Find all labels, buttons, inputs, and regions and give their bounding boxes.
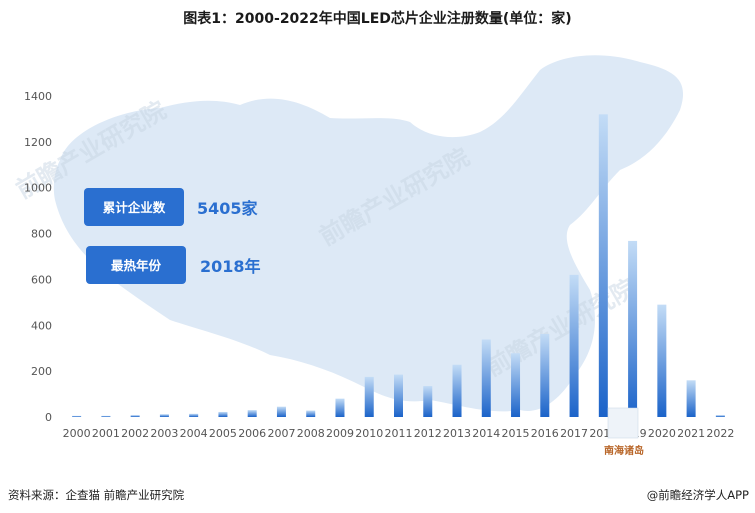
callout-total-box <box>84 188 184 226</box>
brand-note: @前瞻经济学人APP <box>646 488 749 502</box>
bar-2019 <box>628 240 638 417</box>
callout-peak-box <box>86 246 186 284</box>
bar-chart: 前瞻产业研究院 前瞻产业研究院 前瞻产业研究院 0200400600800100… <box>11 55 735 457</box>
south-sea-inset <box>607 407 639 439</box>
x-tick-label: 2022 <box>706 427 734 440</box>
x-tick-label: 2020 <box>648 427 676 440</box>
bars <box>72 114 725 417</box>
bar-2020 <box>657 304 667 417</box>
bar-2000 <box>72 415 82 417</box>
bar-2005 <box>218 411 228 417</box>
y-tick-label: 0 <box>45 411 52 424</box>
bar-2001 <box>101 415 111 417</box>
bar-2006 <box>247 410 257 417</box>
bar-2017 <box>569 274 579 417</box>
x-axis: 2000 2001 2002 2003 2004 2005 2006 2007 2008 2009… <box>63 427 735 440</box>
bar-2010 <box>364 376 374 417</box>
china-map-background <box>53 55 684 412</box>
x-tick-label: 2005 <box>209 427 237 440</box>
x-tick-label: 2016 <box>531 427 559 440</box>
x-tick-label: 2015 <box>502 427 530 440</box>
y-tick-label: 1400 <box>24 90 52 103</box>
x-tick-label: 2011 <box>385 427 413 440</box>
south-sea-label: 南海诸岛 <box>604 444 644 457</box>
callout-peak-year: 最热年份 2018年 <box>86 246 261 284</box>
x-tick-label: 2004 <box>180 427 208 440</box>
bar-2013 <box>452 364 462 417</box>
bar-2012 <box>423 386 433 417</box>
callout-total-value: 5405家 <box>197 199 259 218</box>
bar-2018 <box>598 114 608 417</box>
x-tick-label: 2002 <box>121 427 149 440</box>
bar-2015 <box>511 353 521 417</box>
x-tick-label: 2007 <box>267 427 295 440</box>
bar-2016 <box>540 333 550 417</box>
x-tick-label: 2003 <box>150 427 178 440</box>
bar-2004 <box>189 413 199 417</box>
chart-title: 图表1：2000-2022年中国LED芯片企业注册数量(单位：家) <box>183 11 572 27</box>
bar-2021 <box>686 380 696 417</box>
y-tick-label: 1200 <box>24 136 52 149</box>
x-tick-label: 2006 <box>238 427 266 440</box>
x-tick-label: 2014 <box>472 427 500 440</box>
bar-2011 <box>394 374 403 417</box>
bar-2002 <box>130 415 140 417</box>
bar-2009 <box>335 398 345 417</box>
y-tick-label: 1000 <box>24 182 52 195</box>
bar-2022 <box>715 415 725 417</box>
y-tick-label: 600 <box>31 273 52 286</box>
x-tick-label: 2008 <box>297 427 325 440</box>
callout-peak-label: 最热年份 <box>111 258 162 273</box>
callout-total-label: 累计企业数 <box>103 200 166 215</box>
callout-total: 累计企业数 5405家 <box>84 188 259 226</box>
y-tick-label: 200 <box>31 365 52 378</box>
x-tick-label: 2010 <box>355 427 383 440</box>
y-tick-label: 800 <box>31 228 52 241</box>
x-tick-label: 2000 <box>63 427 91 440</box>
y-tick-label: 400 <box>31 319 52 332</box>
bar-2007 <box>276 406 286 417</box>
y-axis: 0 200 400 600 800 1000 1200 1400 <box>24 90 52 424</box>
x-tick-label: 2009 <box>326 427 354 440</box>
callout-peak-value: 2018年 <box>200 257 261 276</box>
bar-2008 <box>306 410 316 417</box>
x-tick-label: 2012 <box>414 427 442 440</box>
x-tick-label: 2001 <box>92 427 120 440</box>
bar-2003 <box>159 414 169 417</box>
x-tick-label: 2017 <box>560 427 588 440</box>
x-tick-label: 2021 <box>677 427 705 440</box>
source-note: 资料来源：企查猫 前瞻产业研究院 <box>8 488 185 502</box>
bar-2014 <box>481 339 491 417</box>
x-tick-label: 2013 <box>443 427 471 440</box>
